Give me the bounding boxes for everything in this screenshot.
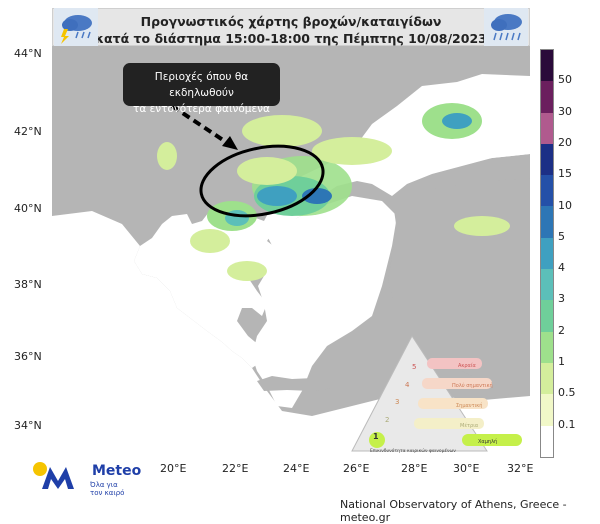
highlight-ellipse — [199, 144, 325, 218]
colorbar-label: 50 — [558, 73, 572, 87]
logo-name: Meteo — [92, 463, 142, 479]
colorbar-label: 5 — [558, 229, 565, 243]
colorbar-label: 2 — [558, 323, 565, 337]
risk-level-5-label: Ακραία — [458, 363, 476, 369]
colorbar-label: 4 — [558, 261, 565, 275]
colorbar-segment — [541, 81, 553, 113]
callout-box: Περιοχές όπου θα εκδηλωθούν τα εντονότερ… — [123, 63, 280, 115]
logo-tagline-2: τον καιρό — [90, 489, 125, 497]
colorbar-label: 1 — [558, 355, 565, 369]
lon-label: 32°E — [507, 462, 534, 475]
lat-label: 42°N — [14, 125, 42, 138]
risk-level-3-number: 3 — [395, 398, 400, 406]
lat-label: 34°N — [14, 419, 42, 432]
lat-label: 40°N — [14, 202, 42, 215]
colorbar-segment — [541, 175, 553, 207]
colorbar-label: 10 — [558, 198, 572, 212]
colorbar-segment — [541, 331, 553, 363]
map-header: Προγνωστικός χάρτης βροχών/καταιγίδων κα… — [52, 8, 530, 46]
colorbar-segment — [541, 206, 553, 238]
colorbar-label: 20 — [558, 135, 572, 149]
colorbar-label: 0.5 — [558, 386, 576, 400]
lon-label: 20°E — [160, 462, 187, 475]
colorbar-segment — [541, 362, 553, 395]
aegean-sea — [252, 196, 397, 408]
colorbar-label: 30 — [558, 104, 572, 118]
colorbar-segment — [541, 394, 553, 426]
risk-level-5-number: 5 — [412, 363, 417, 371]
colorbar-segment — [541, 300, 553, 332]
meteo-logo-icon — [33, 462, 74, 489]
logo-tagline: Όλα για τον καιρό — [90, 481, 124, 497]
colorbar-segment — [541, 237, 553, 270]
risk-triangle-caption: Επικινδυνότητα καιρικών φαινομένων — [370, 449, 456, 454]
footer-credit: National Observatory of Athens, Greece -… — [340, 498, 567, 524]
lat-label: 44°N — [14, 47, 42, 60]
rain-cloud-icon — [484, 8, 528, 46]
thunderstorm-cloud-icon — [54, 8, 98, 46]
colorbar-segment — [541, 143, 553, 176]
precipitation-fields — [157, 103, 510, 281]
lon-label: 26°E — [343, 462, 370, 475]
logo-tagline-1: Όλα για — [90, 481, 118, 489]
colorbar-segment — [541, 425, 553, 457]
colorbar-segment — [541, 269, 553, 301]
lon-label: 28°E — [401, 462, 428, 475]
lon-label: 22°E — [222, 462, 249, 475]
lon-label: 30°E — [453, 462, 480, 475]
callout-line-2: τα εντονότερα φαινόμενα — [133, 103, 270, 115]
risk-level-3-label: Σημαντική — [456, 403, 483, 409]
colorbar-segment — [541, 112, 553, 144]
risk-level-4-number: 4 — [405, 381, 410, 389]
land-crete — [257, 376, 334, 391]
callout-line-1: Περιοχές όπου θα εκδηλωθούν — [154, 71, 249, 99]
colorbar-label: 0.1 — [558, 417, 576, 431]
risk-level-2-label: Μέτρια — [460, 423, 479, 429]
lon-label: 24°E — [283, 462, 310, 475]
precipitation-colorbar — [540, 49, 554, 458]
lat-label: 38°N — [14, 278, 42, 291]
title-line-1: Προγνωστικός χάρτης βροχών/καταιγίδων — [140, 14, 442, 29]
risk-level-1-label: Χαμηλή — [478, 439, 498, 445]
risk-level-4-label: Πολύ σημαντική — [452, 383, 493, 389]
lat-label: 36°N — [14, 350, 42, 363]
risk-level-2-number: 2 — [385, 416, 390, 424]
precipitation-map — [52, 46, 530, 459]
risk-triangle — [351, 335, 522, 452]
colorbar-segment — [541, 50, 553, 82]
title-line-2: κατά το διάστημα 15:00-18:00 της Πέμπτης… — [95, 31, 487, 46]
colorbar-label: 3 — [558, 292, 565, 306]
colorbar-label: 15 — [558, 167, 572, 181]
risk-level-1-number: 1 — [373, 432, 379, 441]
